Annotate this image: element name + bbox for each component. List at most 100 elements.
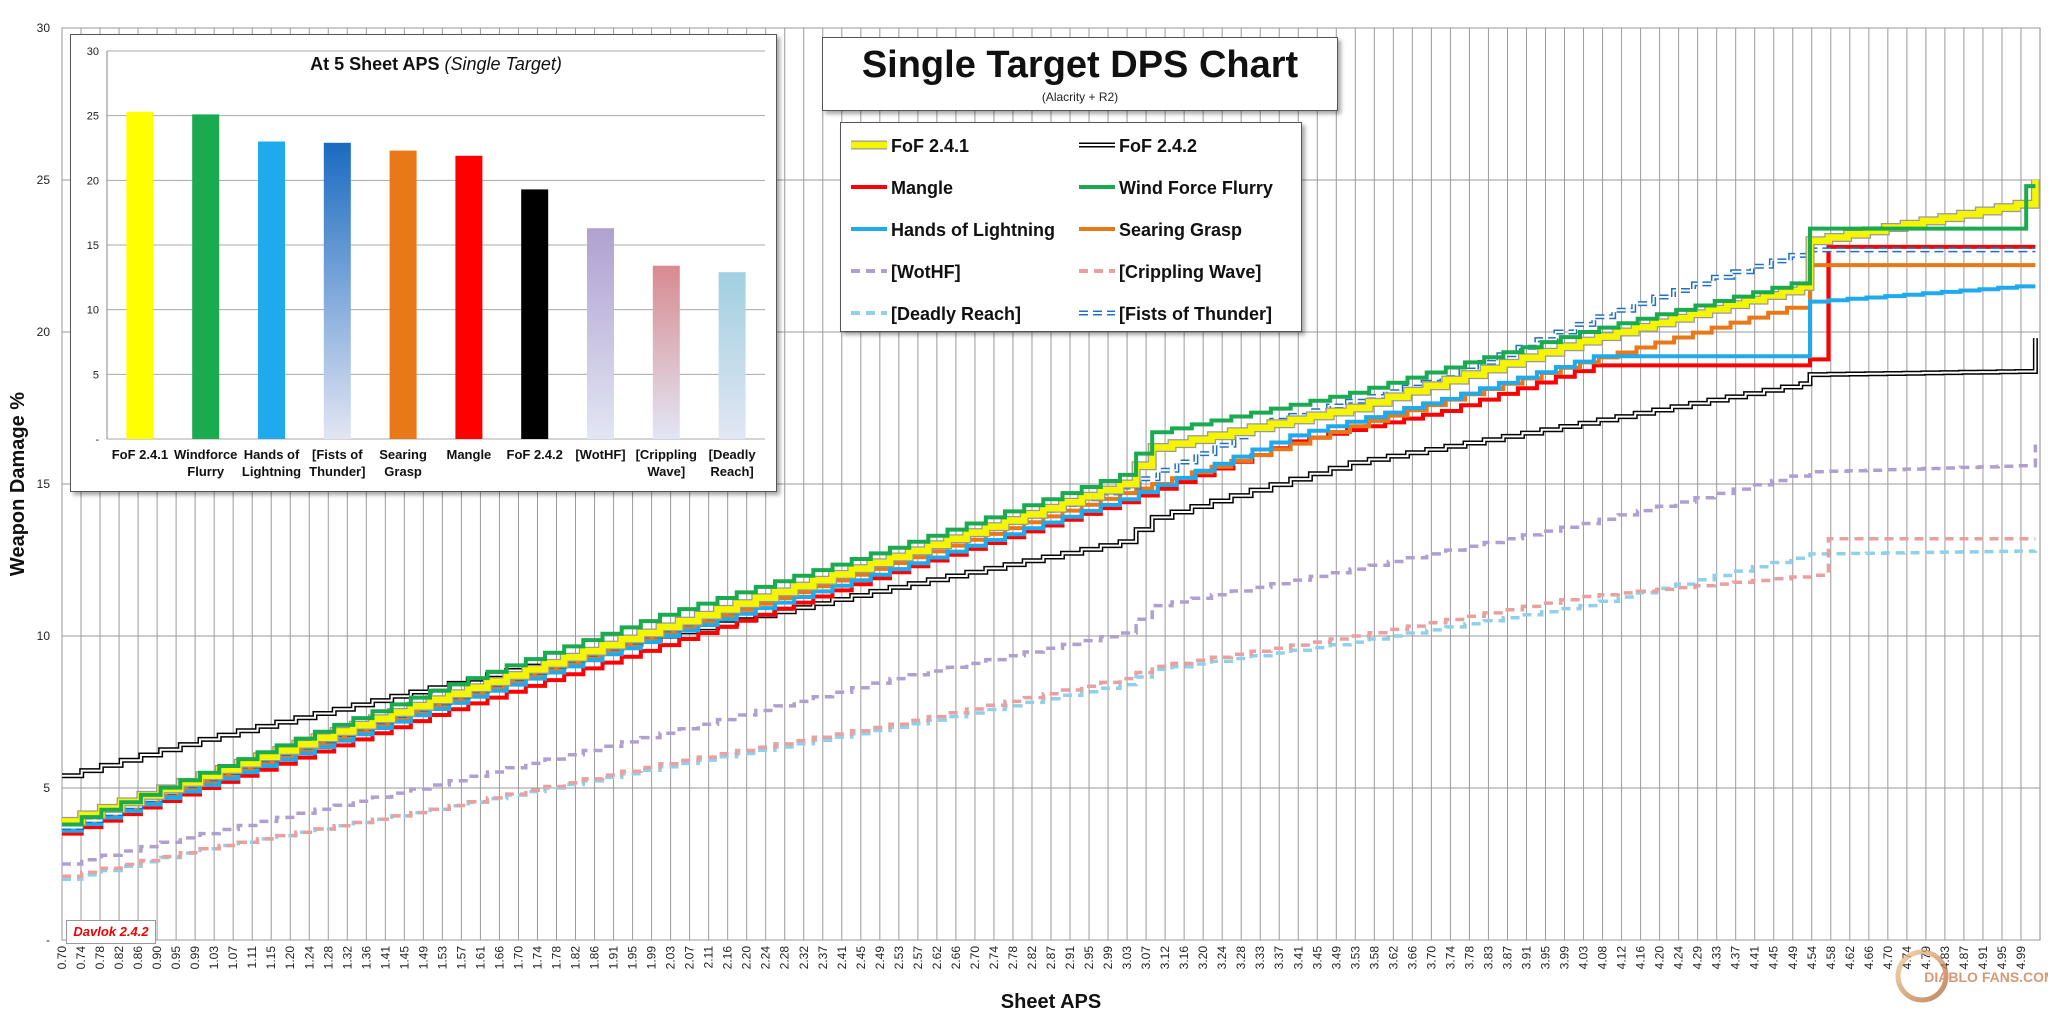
x-tick-label: 2.82 [1025, 946, 1039, 970]
x-tick-label: 2.11 [702, 946, 716, 969]
x-tick-label: 2.49 [873, 946, 887, 970]
legend-label: [WotHF] [891, 262, 961, 282]
inset-y-tick-label: 15 [87, 240, 99, 252]
x-tick-label: 2.99 [1101, 946, 1115, 970]
inset-title-suffix: (Single Target) [444, 54, 561, 74]
x-tick-label: 4.79 [1919, 946, 1933, 970]
inset-category-label: Windforce [174, 447, 237, 462]
x-tick-label: 4.29 [1691, 946, 1705, 970]
x-tick-label: 4.95 [1995, 946, 2009, 970]
x-tick-label: 4.33 [1710, 946, 1724, 970]
legend: FoF 2.4.1 FoF 2.4.2 Mangle Wind Force Flurr… [840, 122, 1302, 332]
x-tick-label: 1.36 [359, 946, 373, 970]
x-tick-label: 4.70 [1881, 946, 1895, 970]
inset-bar [323, 142, 351, 440]
x-tick-label: 2.16 [721, 946, 735, 970]
x-tick-label: 3.07 [1139, 946, 1153, 970]
x-tick-label: 3.49 [1329, 946, 1343, 970]
y-tick-label: 25 [37, 173, 51, 187]
x-tick-label: 3.03 [1120, 946, 1134, 970]
inset-bar [389, 150, 417, 439]
legend-entry: FoF 2.4.2 [1079, 136, 1197, 156]
x-tick-label: 1.57 [454, 946, 468, 970]
x-tick-label: 1.74 [530, 946, 544, 970]
x-tick-label: 4.66 [1862, 946, 1876, 970]
x-tick-label: 3.62 [1386, 946, 1400, 970]
inset-title: At 5 Sheet APS (Single Target) [310, 54, 562, 74]
x-tick-label: 1.99 [645, 946, 659, 970]
x-tick-label: 4.24 [1672, 946, 1686, 970]
x-tick-label: 3.24 [1215, 946, 1229, 970]
x-tick-label: 1.20 [283, 946, 297, 970]
inset-category-label: Thunder] [309, 464, 365, 479]
inset-y-tick-label: 10 [87, 305, 99, 317]
chart-title-box: Single Target DPS Chart (Alacrity + R2) [822, 37, 1338, 111]
inset-bar [652, 265, 680, 439]
inset-bar [521, 189, 549, 439]
inset-category-label: Reach] [710, 464, 753, 479]
x-tick-label: 2.41 [835, 946, 849, 970]
x-tick-label: 3.41 [1291, 946, 1305, 970]
x-tick-label: 0.95 [169, 946, 183, 970]
x-tick-label: 1.28 [321, 946, 335, 970]
x-tick-label: 2.95 [1082, 946, 1096, 970]
y-tick-label: - [46, 933, 50, 947]
x-tick-label: 1.07 [226, 946, 240, 970]
series-wothf [62, 444, 2038, 866]
watermark-text: DIABLO FANS.COM [1924, 969, 2048, 985]
x-tick-label: 4.99 [2014, 946, 2028, 970]
x-tick-label: 4.58 [1824, 946, 1838, 970]
legend-entry: Wind Force Flurry [1079, 178, 1273, 198]
legend-entry: FoF 2.4.1 [851, 136, 969, 156]
series-fof-2-4-2 [62, 338, 2037, 777]
x-tick-label: 1.45 [397, 946, 411, 970]
legend-entry: [Deadly Reach] [851, 304, 1021, 324]
inset-bar [258, 141, 285, 439]
x-tick-label: 0.78 [93, 946, 107, 970]
legend-label: Searing Grasp [1119, 220, 1242, 240]
inset-y-tick-label: 20 [87, 175, 99, 187]
inset-category-label: [WotHF] [575, 447, 625, 462]
inset-category-label: Hands of [244, 447, 300, 462]
inset-y-tick-label: 5 [93, 369, 99, 381]
legend-label: Hands of Lightning [891, 220, 1055, 240]
x-tick-label: 4.91 [1976, 946, 1990, 970]
legend-entry: Mangle [851, 178, 953, 198]
x-tick-label: 1.78 [550, 946, 564, 970]
legend-label: [Fists of Thunder] [1119, 304, 1272, 324]
watermark-ring [1895, 949, 1949, 1003]
x-tick-label: 3.53 [1348, 946, 1362, 970]
x-tick-label: 1.53 [435, 946, 449, 970]
y-tick-label: 20 [37, 325, 51, 339]
x-tick-label: 4.62 [1843, 946, 1857, 970]
inset-bar-plot: - 5 10 15 20 25 30 At 5 Sheet APS (Single Targe… [87, 46, 765, 479]
x-tick-label: 2.74 [987, 946, 1001, 970]
y-tick-label: 15 [37, 477, 51, 491]
x-tick-label: 2.91 [1063, 946, 1077, 970]
inset-category-label: Wave] [647, 464, 685, 479]
x-tick-label: 2.70 [968, 946, 982, 970]
x-tick-label: 3.37 [1272, 946, 1286, 970]
x-tick-label: 2.37 [816, 946, 830, 970]
x-tick-label: 1.03 [207, 946, 221, 970]
x-tick-label: 2.24 [759, 946, 773, 970]
legend-label: FoF 2.4.2 [1119, 136, 1197, 156]
inset-category-label: Lightning [242, 464, 301, 479]
series-wind-force-flurry [62, 184, 2036, 827]
legend-entry: Hands of Lightning [851, 220, 1055, 240]
x-tick-label: 3.28 [1234, 946, 1248, 970]
author-tag: Davlok 2.4.2 [66, 920, 156, 944]
x-tick-label: 4.49 [1786, 946, 1800, 970]
inset-y-tick-label: - [95, 434, 99, 446]
series-deadly-reach [62, 549, 2038, 881]
x-tick-label: 2.62 [930, 946, 944, 970]
inset-bar [718, 272, 746, 439]
x-tick-label: 3.99 [1558, 946, 1572, 970]
x-tick-label: 3.91 [1519, 946, 1533, 970]
x-tick-label: 3.66 [1405, 946, 1419, 970]
x-tick-label: 2.87 [1044, 946, 1058, 970]
y-axis-label: Weapon Damage % [7, 392, 29, 576]
x-tick-label: 3.16 [1177, 946, 1191, 970]
x-tick-label: 0.86 [131, 946, 145, 970]
x-tick-label: 2.78 [1006, 946, 1020, 970]
